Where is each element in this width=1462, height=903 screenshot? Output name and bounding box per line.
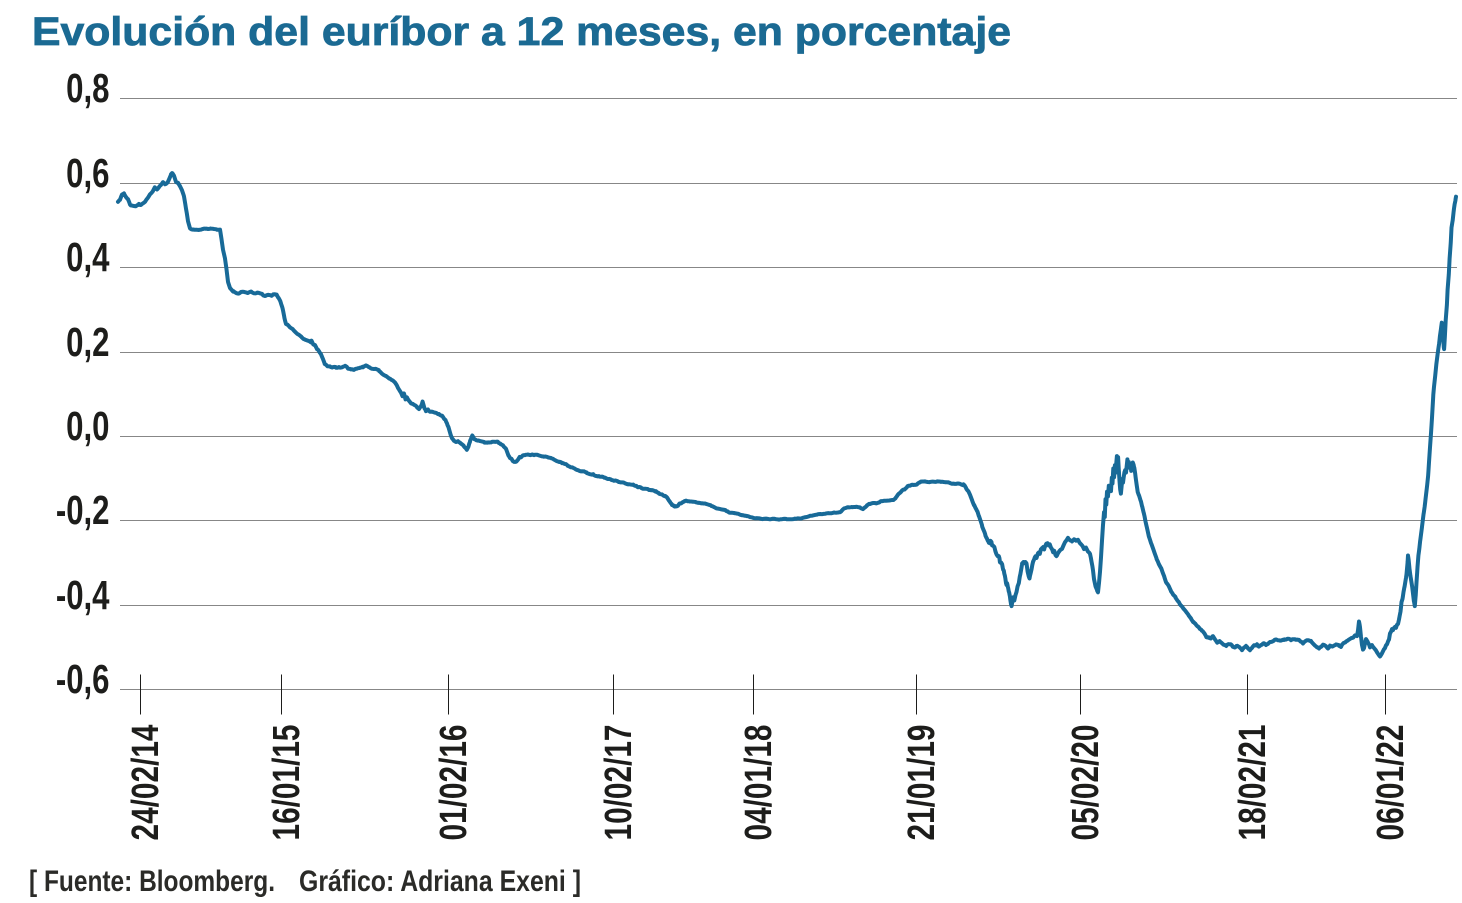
- svg-text:Evolución del euríbor a 12 mes: Evolución del euríbor a 12 meses, en por…: [32, 10, 1011, 54]
- svg-text:0,4: 0,4: [66, 234, 110, 280]
- svg-text:0,8: 0,8: [66, 65, 109, 111]
- svg-text:04/01/18: 04/01/18: [738, 725, 780, 841]
- svg-text:0,2: 0,2: [66, 319, 109, 365]
- svg-text:21/01/19: 21/01/19: [901, 725, 943, 841]
- svg-text:-0,2: -0,2: [56, 487, 110, 533]
- svg-text:-0,6: -0,6: [56, 656, 110, 702]
- svg-text:10/02/17: 10/02/17: [598, 725, 640, 841]
- svg-text:05/02/20: 05/02/20: [1065, 725, 1107, 841]
- svg-text:24/02/14: 24/02/14: [125, 725, 167, 841]
- svg-text:06/01/22: 06/01/22: [1370, 725, 1412, 841]
- svg-text:0,0: 0,0: [66, 403, 109, 449]
- svg-text:-0,4: -0,4: [56, 572, 110, 618]
- svg-text:01/02/16: 01/02/16: [433, 725, 475, 841]
- svg-text:0,6: 0,6: [66, 150, 109, 196]
- svg-text:[ Fuente: Bloomberg.: [ Fuente: Bloomberg.: [29, 865, 275, 898]
- svg-text:Gráfico: Adriana Exeni ]: Gráfico: Adriana Exeni ]: [299, 865, 581, 898]
- svg-text:16/01/15: 16/01/15: [266, 725, 308, 841]
- svg-text:18/02/21: 18/02/21: [1232, 725, 1274, 841]
